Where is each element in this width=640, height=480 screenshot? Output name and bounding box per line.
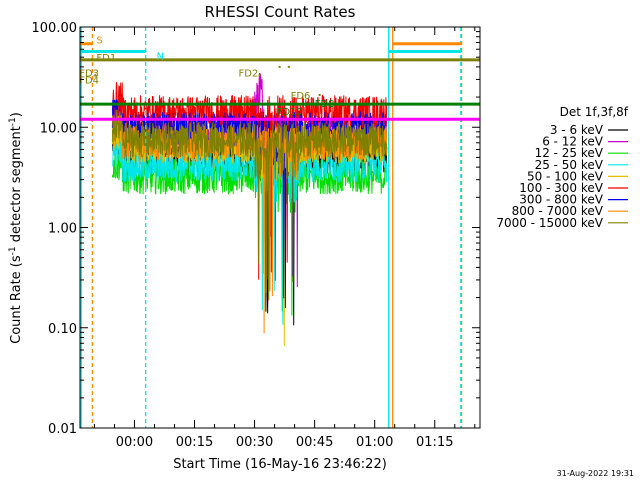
plot-area [80,27,480,428]
legend-label-7: 800 - 7000 keV [512,204,604,218]
legend-label-5: 100 - 300 keV [519,181,603,195]
chart-title: RHESSI Count Rates [205,3,356,21]
annotation-fd3: FD3 [79,69,99,80]
annotation-fd6: FD6 [291,91,311,102]
annotation-marker-3 [287,65,290,68]
y-tick-label: 10.00 [40,121,77,136]
legend-label-2: 12 - 25 keV [535,146,604,160]
annotation-fd10: FD10 [277,107,303,118]
y-axis-label-main: Count Rate (s [9,255,24,344]
annotation-fd2: FD2 [239,69,259,80]
annotation-fd4: FD4 [79,75,99,86]
y-tick-label: 0.10 [48,322,77,337]
y-axis-label: Count Rate (s-1 detector segment-1) [8,112,24,344]
y-axis-label-tail: detector segment [9,126,24,246]
x-tick-label: 00:45 [296,435,333,450]
x-tick-label: 01:00 [356,435,393,450]
y-tick-label: 100.00 [32,21,78,36]
axes-layer: 100.00 10.00 1.00 0.10 0.01 00:00 00:15 00:30 00… [32,21,481,450]
series-line-8 [111,109,388,301]
x-axis-label: Start Time (16-May-16 23:46:22) [173,457,387,472]
annotation-marker-2 [278,65,281,68]
y-tick-label: 0.01 [48,422,77,437]
y-axis-label-close: ) [9,112,24,117]
legend-label-1: 6 - 12 keV [542,135,604,149]
legend-label-8: 7000 - 15000 keV [496,216,603,230]
x-tick-label: 00:00 [116,435,153,450]
y-axis-label-sup2: -1 [8,117,18,126]
annotation-fd8: FD8 [315,99,335,110]
legend-title: Det 1f,3f,8f [560,105,629,119]
x-tick-label: 00:15 [176,435,213,450]
annotation-marker-1 [258,74,261,77]
annotation-fd1: FD1 [96,53,116,64]
y-tick-label: 1.00 [48,222,77,237]
annotation-s: S [96,36,102,47]
y-axis-label-sup1: -1 [8,246,18,255]
legend-label-3: 25 - 50 keV [535,158,604,172]
legend-label-0: 3 - 6 keV [550,123,604,137]
legend-label-4: 50 - 100 keV [527,169,604,183]
timestamp: 31-Aug-2022 19:31 [557,469,634,478]
annotation-n: N [156,51,163,62]
annotation-marker-0 [94,74,97,77]
annotation-marker-4 [318,93,321,96]
x-tick-label: 00:30 [236,435,273,450]
legend-label-6: 300 - 800 keV [519,193,603,207]
x-tick-label: 01:15 [416,435,453,450]
plot-background [80,27,480,428]
